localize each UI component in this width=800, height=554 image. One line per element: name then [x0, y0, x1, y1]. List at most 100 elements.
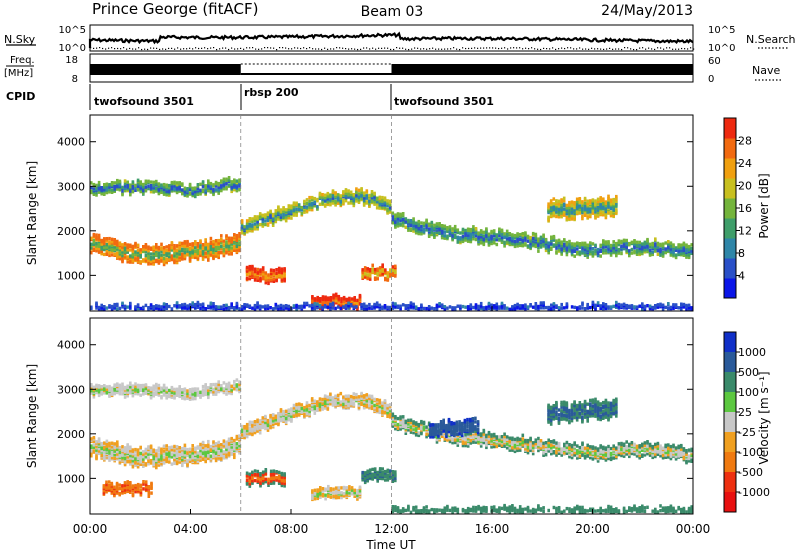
heatmap-cell	[235, 383, 239, 387]
heatmap-cell	[596, 200, 600, 204]
heatmap-cell	[204, 241, 207, 246]
heatmap-cell	[196, 183, 200, 187]
heatmap-cell	[123, 179, 127, 183]
heatmap-cell	[274, 306, 278, 310]
heatmap-cell	[147, 245, 150, 249]
heatmap-cell	[123, 395, 127, 399]
heatmap-cell	[90, 236, 93, 240]
heatmap-cell	[576, 247, 579, 251]
heatmap-cell	[495, 233, 499, 237]
heatmap-cell	[604, 200, 608, 204]
heatmap-cell	[420, 303, 423, 307]
heatmap-cell	[191, 444, 194, 448]
heatmap-cell	[648, 304, 652, 308]
heatmap-cell	[181, 256, 184, 260]
heatmap-cell	[123, 181, 127, 186]
colorbar-swatch	[724, 218, 736, 239]
nsearch-dot	[642, 47, 644, 49]
heatmap-cell	[327, 300, 330, 304]
heatmap-cell	[204, 389, 207, 393]
heatmap-cell	[113, 442, 116, 446]
heatmap-cell	[674, 246, 678, 250]
heatmap-cell	[565, 245, 569, 250]
heatmap-cell	[214, 247, 218, 251]
heatmap-cell	[448, 230, 452, 234]
heatmap-cell	[386, 271, 390, 275]
heatmap-cell	[253, 426, 257, 430]
heatmap-cell	[243, 429, 246, 434]
heatmap-cell	[116, 185, 119, 189]
heatmap-cell	[253, 303, 257, 308]
heatmap-cell	[142, 392, 145, 396]
heatmap-cell	[103, 239, 106, 243]
nsearch-dot	[309, 47, 311, 49]
heatmap-cell	[147, 306, 150, 310]
heatmap-cell	[615, 241, 618, 246]
nsearch-dot	[303, 47, 305, 49]
nsearch-dot	[687, 48, 689, 50]
heatmap-cell	[482, 306, 486, 310]
heatmap-cell	[633, 249, 636, 254]
heatmap-cell	[342, 198, 345, 202]
heatmap-cell	[160, 386, 163, 390]
heatmap-cell	[160, 447, 163, 451]
heatmap-cell	[264, 414, 267, 419]
heatmap-cell	[168, 456, 171, 461]
heatmap-cell	[651, 305, 654, 310]
nsearch-dot	[291, 48, 293, 50]
heatmap-cell	[628, 249, 631, 253]
heatmap-cell	[233, 188, 236, 192]
heatmap-cell	[370, 305, 374, 309]
heatmap-cell	[175, 260, 179, 265]
heatmap-cell	[131, 394, 135, 398]
heatmap-cell	[563, 242, 566, 247]
heatmap-cell	[162, 444, 166, 448]
heatmap-cell	[110, 304, 114, 309]
heatmap-cell	[209, 456, 213, 461]
heatmap-cell	[240, 223, 244, 228]
heatmap-cell	[217, 450, 220, 454]
heatmap-cell	[196, 186, 200, 190]
heatmap-cell	[685, 303, 688, 308]
heatmap-cell	[105, 245, 109, 249]
heatmap-cell	[199, 445, 202, 449]
heatmap-cell	[191, 255, 194, 259]
heatmap-cell	[121, 384, 124, 389]
heatmap-cell	[113, 181, 116, 185]
heatmap-cell	[186, 251, 189, 256]
heatmap-cell	[168, 445, 171, 450]
heatmap-cell	[225, 234, 228, 238]
nsearch-dot	[582, 48, 584, 50]
heatmap-cell	[438, 226, 441, 231]
heatmap-cell	[157, 388, 161, 392]
heatmap-cell	[319, 297, 322, 301]
heatmap-cell	[482, 230, 486, 234]
heatmap-cell	[162, 246, 166, 250]
heatmap-cell	[162, 386, 166, 390]
heatmap-cell	[602, 306, 605, 311]
nsearch-dot	[207, 48, 209, 50]
heatmap-cell	[334, 292, 338, 296]
heatmap-cell	[243, 225, 246, 229]
nsearch-dot	[609, 47, 611, 49]
heatmap-cell	[233, 383, 236, 387]
heatmap-cell	[207, 242, 210, 247]
heatmap-cell	[217, 247, 220, 251]
heatmap-cell	[602, 210, 605, 215]
heatmap-cell	[417, 307, 421, 311]
heatmap-cell	[570, 206, 574, 210]
heatmap-cell	[352, 305, 356, 309]
heatmap-cell	[207, 439, 210, 444]
heatmap-cell	[542, 237, 545, 241]
colorbar-swatch	[724, 198, 736, 219]
heatmap-cell	[547, 305, 550, 310]
heatmap-cell	[160, 305, 163, 309]
heatmap-cell	[363, 266, 367, 270]
nsearch-dot	[516, 47, 518, 49]
heatmap-cell	[555, 209, 558, 214]
heatmap-cell	[204, 188, 207, 193]
heatmap-cell	[238, 307, 241, 311]
heatmap-cell	[586, 215, 589, 219]
heatmap-cell	[648, 242, 652, 246]
